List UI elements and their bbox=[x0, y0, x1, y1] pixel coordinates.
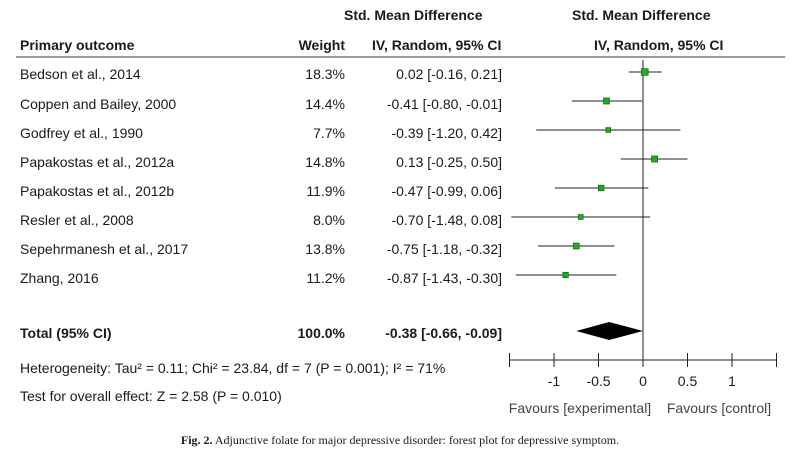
figure-caption-label: Fig. 2. bbox=[180, 433, 213, 447]
study-ci-text: -0.75 [-1.18, -0.32] bbox=[386, 241, 502, 257]
study-weight: 14.4% bbox=[305, 96, 345, 112]
study-ci-text: -0.41 [-0.80, -0.01] bbox=[386, 96, 502, 112]
study-name: Papakostas et al., 2012b bbox=[20, 183, 175, 199]
x-tick-label: 0 bbox=[639, 373, 647, 389]
study-ci-text: 0.13 [-0.25, 0.50] bbox=[396, 154, 502, 170]
study-name: Resler et al., 2008 bbox=[20, 212, 134, 228]
study-point-marker bbox=[641, 68, 649, 76]
study-name: Zhang, 2016 bbox=[20, 270, 99, 286]
study-ci-text: -0.87 [-1.43, -0.30] bbox=[386, 270, 502, 286]
total-weight: 100.0% bbox=[297, 325, 345, 341]
study-name: Bedson et al., 2014 bbox=[20, 66, 141, 82]
total-ci-text: -0.38 [-0.66, -0.09] bbox=[385, 325, 502, 341]
favours-experimental-label: Favours [experimental] bbox=[509, 400, 651, 416]
overall-effect-text: Test for overall effect: Z = 2.58 (P = 0… bbox=[20, 388, 282, 404]
study-weight: 18.3% bbox=[305, 66, 345, 82]
figure-caption-text: Adjunctive folate for major depressive d… bbox=[214, 433, 620, 447]
study-point-marker bbox=[603, 97, 610, 105]
total-label: Total (95% CI) bbox=[20, 325, 112, 341]
study-weight: 8.0% bbox=[313, 212, 345, 228]
study-point-marker bbox=[572, 242, 580, 250]
smd-column-header-line1: Std. Mean Difference bbox=[344, 7, 483, 23]
pooled-effect-diamond bbox=[576, 322, 643, 340]
study-ci-text: -0.70 [-1.48, 0.08] bbox=[391, 212, 502, 228]
study-column-header: Primary outcome bbox=[20, 37, 135, 53]
smd-column-header-line2: IV, Random, 95% CI bbox=[372, 37, 502, 53]
study-ci-text: 0.02 [-0.16, 0.21] bbox=[396, 66, 502, 82]
study-weight: 11.9% bbox=[306, 183, 345, 199]
study-name: Sepehrmanesh et al., 2017 bbox=[20, 241, 189, 257]
study-weight: 14.8% bbox=[305, 154, 345, 170]
study-point-marker bbox=[605, 127, 612, 133]
x-tick-label: -1 bbox=[548, 373, 561, 389]
study-name: Papakostas et al., 2012a bbox=[20, 154, 175, 170]
study-weight: 7.7% bbox=[313, 125, 345, 141]
x-tick-label: 0.5 bbox=[678, 373, 698, 389]
study-ci-text: -0.47 [-0.99, 0.06] bbox=[391, 183, 502, 199]
study-point-marker bbox=[598, 184, 605, 192]
study-name: Godfrey et al., 1990 bbox=[20, 125, 143, 141]
forest-plot: -1 -0.5 0 0.5 1 Favours [experimental] Favours… bbox=[16, 56, 785, 416]
x-tick-label: 1 bbox=[728, 373, 736, 389]
study-weight: 11.2% bbox=[306, 270, 345, 286]
plot-column-header-line2: IV, Random, 95% CI bbox=[594, 37, 724, 53]
study-name: Coppen and Bailey, 2000 bbox=[20, 96, 177, 112]
study-ci-text: -0.39 [-1.20, 0.42] bbox=[391, 125, 502, 141]
figure-caption: Fig. 2. Adjunctive folate for major depr… bbox=[0, 433, 800, 448]
heterogeneity-text: Heterogeneity: Tau² = 0.11; Chi² = 23.84… bbox=[20, 360, 446, 376]
study-point-marker bbox=[562, 271, 569, 279]
plot-column-header-line1: Std. Mean Difference bbox=[572, 7, 711, 23]
study-point-marker bbox=[651, 155, 658, 163]
x-tick-label: -0.5 bbox=[586, 373, 610, 389]
weight-column-header: Weight bbox=[298, 37, 345, 53]
study-weight: 13.8% bbox=[305, 241, 345, 257]
study-point-marker bbox=[577, 214, 584, 220]
favours-control-label: Favours [control] bbox=[667, 400, 771, 416]
